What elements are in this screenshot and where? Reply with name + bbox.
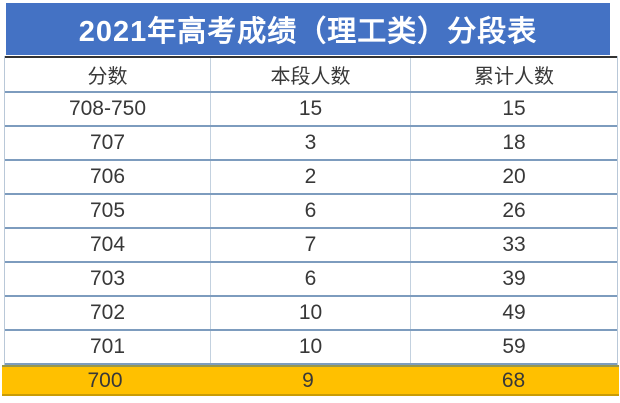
score-cell: 704 [5,229,211,261]
page-title: 2021年高考成绩（理工类）分段表 [78,16,538,48]
table-row: 705 6 26 [5,195,617,229]
segment-count-cell: 9 [302,368,314,392]
segment-count-cell: 3 [211,127,411,159]
cumulative-count-cell: 68 [501,368,526,392]
score-cell: 701 [5,331,211,363]
table-row: 701 10 59 [5,331,617,365]
score-cell: 702 [5,297,211,329]
cumulative-count-cell: 18 [502,131,526,154]
cumulative-count-cell: 15 [502,97,526,120]
cumulative-count-cell: 59 [502,335,526,358]
cumulative-count-cell: 26 [502,199,526,222]
score-cell: 700 [87,368,123,392]
segment-count-cell: 2 [211,161,411,193]
score-cell: 708-750 [5,93,211,125]
table-row: 707 3 18 [5,127,617,161]
header-cumulative-count: 累计人数 [474,66,554,88]
score-cell: 706 [5,161,211,193]
score-cell: 705 [5,195,211,227]
cumulative-count-cell: 39 [502,267,526,290]
table-row: 708-750 15 15 [5,93,617,127]
title-bar: 2021年高考成绩（理工类）分段表 [6,3,610,55]
segment-count-cell: 7 [211,229,411,261]
score-cell: 707 [5,127,211,159]
segment-count-cell: 10 [211,331,411,363]
table-header-row: 分数 本段人数 累计人数 [5,56,617,93]
cumulative-count-cell: 49 [502,301,526,324]
segment-count-cell: 10 [211,297,411,329]
segment-count-cell: 6 [211,195,411,227]
header-segment-count: 本段人数 [211,58,411,91]
table-row: 706 2 20 [5,161,617,195]
table-row: 704 7 33 [5,229,617,263]
table-row: 702 10 49 [5,297,617,331]
cumulative-count-cell: 33 [502,233,526,256]
segment-count-cell: 6 [211,263,411,295]
score-cell: 703 [5,263,211,295]
cumulative-count-cell: 20 [502,165,526,188]
header-score: 分数 [5,58,211,91]
table-row-highlighted: 700 9 68 [2,365,619,396]
score-table: 分数 本段人数 累计人数 708-750 15 15 707 3 18 706 … [2,56,619,396]
segment-count-cell: 15 [211,93,411,125]
table-row: 703 6 39 [5,263,617,297]
